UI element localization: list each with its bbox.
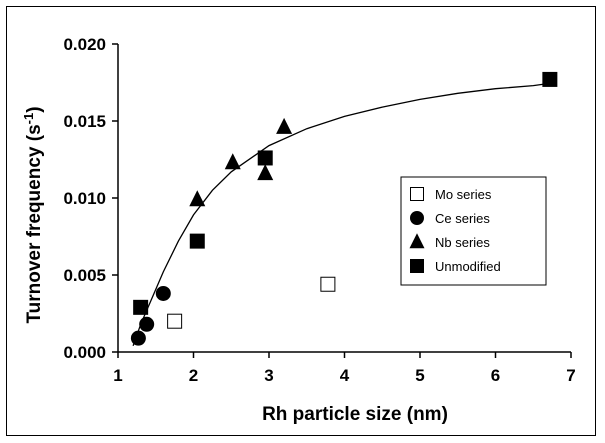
x-tick-label: 6 [491,366,500,385]
chart-frame [6,6,596,436]
data-point-filled-circle [155,285,171,301]
y-tick-label: 0.010 [63,189,106,208]
fit-curve [132,81,556,347]
x-tick-label: 5 [415,366,424,385]
y-axis-title: Turnover frequency (s-1) [21,106,45,323]
data-point-filled-square [189,233,205,249]
y-tick-label: 0.000 [63,343,106,362]
x-tick-label: 7 [566,366,575,385]
data-point-filled-square [133,299,149,315]
x-tick-label: 4 [340,366,350,385]
y-tick-label: 0.020 [63,35,106,54]
legend-label: Ce series [435,211,490,226]
data-points [130,71,558,346]
y-axis-title-main: Turnover frequency (s [24,124,45,323]
data-point-filled-triangle [189,190,206,207]
data-point-filled-triangle [257,164,274,181]
legend-label: Nb series [435,235,490,250]
fit-curve-group [132,81,556,347]
y-axis-title-sup: -1 [21,113,36,125]
legend-box [400,176,547,286]
x-axis-title: Rh particle size (nm) [262,404,448,425]
x-tick-label: 1 [113,366,122,385]
y-axis-title-close: ) [24,106,45,112]
data-point-filled-triangle [224,153,241,170]
data-point-filled-circle [130,330,146,346]
legend-marker-filled-circle [410,211,424,225]
data-point-filled-square [257,150,273,166]
legend-marker-filled-square [410,259,424,273]
legend-marker-filled-triangle [409,233,425,249]
legend-label: Unmodified [435,259,501,274]
legend-label: Mo series [435,187,492,202]
data-point-filled-square [542,71,558,87]
chart-axes: 0.000 0.005 0.010 0.015 0.020 1 2 3 4 5 6 7 [63,35,575,385]
data-point-open-square [320,276,336,292]
legend-marker-open-square [410,187,424,201]
data-point-open-square [167,313,183,329]
y-tick-label: 0.015 [63,112,106,131]
data-point-filled-triangle [276,117,293,134]
x-tick-label: 2 [189,366,198,385]
data-point-filled-circle [139,316,155,332]
x-tick-label: 3 [264,366,273,385]
legend: Mo series Ce series Nb series Unmodified [400,176,547,286]
y-tick-label: 0.005 [63,266,106,285]
